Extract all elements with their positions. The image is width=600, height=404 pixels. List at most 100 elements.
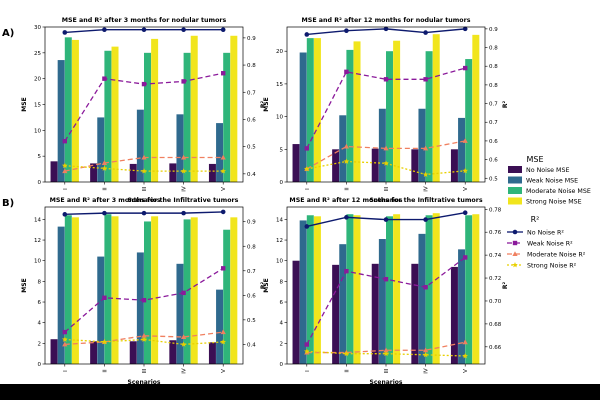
r2-point — [101, 338, 108, 345]
chart-title: MSE and R² after 12 months for the Infil… — [289, 197, 482, 204]
y-tick-label: 30 — [34, 25, 41, 31]
r2-point — [304, 224, 310, 229]
y-tick-label: 4 — [38, 321, 42, 327]
x-axis-label: Scenarios — [128, 379, 161, 386]
bar-moderate-noise-mse-V — [465, 215, 473, 364]
x-tick-label: II — [102, 369, 108, 373]
r2-point — [62, 329, 67, 335]
bar-moderate-noise-mse-IV — [425, 51, 433, 183]
y-tick-label: 6 — [280, 300, 284, 306]
bar-moderate-noise-mse-II — [346, 214, 354, 364]
y-tick-label: 10 — [34, 259, 41, 265]
bar-moderate-noise-mse-I — [64, 215, 72, 364]
bar-no-noise-mse-IV — [169, 163, 177, 182]
bar-no-noise-mse-V — [208, 163, 216, 182]
x-axis-label: Scenarios — [370, 379, 403, 386]
bar-moderate-noise-mse-II — [346, 49, 354, 182]
bar-strong-noise-mse-III — [393, 40, 401, 183]
r2-point — [221, 71, 226, 76]
r2-point — [141, 336, 147, 342]
r2-point — [221, 266, 226, 271]
bar-no-noise-mse-IV — [411, 149, 419, 182]
y-tick-label: 25 — [34, 51, 41, 57]
y-tick-label: 12 — [34, 238, 41, 244]
y2-tick-label: 0.5 — [247, 318, 256, 324]
legend-mse-entry: Weak Noise MSE — [526, 178, 578, 185]
y-tick-label: 8 — [280, 279, 284, 285]
x-axis-label: Scenarios — [128, 197, 161, 204]
bar-no-noise-mse-II — [332, 264, 340, 364]
y2-tick-label: 0.8 — [489, 64, 498, 70]
x-tick-label: IV — [182, 368, 188, 374]
y-tick-label: 0 — [280, 362, 284, 368]
r2-point — [102, 295, 107, 300]
legend-r2-marker — [512, 240, 518, 246]
legend-mse-swatch — [508, 166, 522, 173]
r2-point — [344, 268, 349, 274]
legend-r2-entry: Moderate Noise R² — [527, 251, 586, 258]
r2-point — [180, 168, 187, 174]
x-tick-label: I — [63, 370, 69, 372]
y-tick-label: 0 — [280, 180, 284, 186]
legend-r2-entry: Weak Noise R² — [527, 240, 573, 247]
r2-point — [141, 27, 147, 33]
y2-tick-label: 0.6 — [489, 158, 498, 164]
bar-weak-noise-mse-V — [216, 123, 224, 182]
y2-axis-label: R² — [260, 101, 267, 109]
r2-point — [422, 351, 429, 358]
bar-moderate-noise-mse-IV — [425, 215, 433, 364]
r2-point — [102, 210, 107, 216]
r2-point — [220, 329, 226, 335]
bar-no-noise-mse-V — [208, 342, 216, 364]
bar-moderate-noise-mse-III — [386, 51, 393, 183]
r2-point — [383, 160, 389, 166]
x-tick-label: I — [305, 188, 311, 190]
x-tick-label: IV — [182, 186, 188, 192]
r2-point — [383, 145, 389, 151]
r2-point — [463, 65, 468, 71]
y-tick-label: 6 — [38, 300, 42, 306]
bar-moderate-noise-mse-II — [104, 214, 112, 364]
y-tick-label: 2 — [38, 341, 42, 347]
r2-point — [62, 168, 68, 174]
y2-tick-label: 0.74 — [489, 253, 502, 259]
y-tick-label: 10 — [34, 128, 41, 134]
r2-point — [180, 341, 187, 347]
bar-strong-noise-mse-III — [393, 214, 401, 364]
r2-point — [220, 27, 226, 33]
y2-axis-label: R² — [502, 282, 509, 290]
r2-point — [220, 338, 227, 345]
bar-moderate-noise-mse-IV — [183, 52, 191, 182]
r2-line-strong-noise-r- — [64, 338, 224, 346]
bar-weak-noise-mse-IV — [418, 108, 426, 182]
legend-r2-entry: Strong Noise R² — [527, 262, 577, 269]
bar-strong-noise-mse-III — [151, 216, 159, 364]
y2-tick-label: 0.66 — [489, 345, 502, 351]
bar-moderate-noise-mse-III — [144, 52, 151, 182]
r2-line-moderate-noise-r- — [306, 341, 466, 354]
y-tick-label: 10 — [276, 115, 283, 121]
bar-no-noise-mse-II — [90, 163, 98, 182]
bar-moderate-noise-mse-I — [64, 37, 72, 182]
r2-point — [304, 32, 310, 37]
bar-strong-noise-mse-V — [472, 34, 480, 182]
chart-title: MSE and R² after 3 months for the Infilt… — [50, 197, 239, 204]
bar-weak-noise-mse-I — [299, 52, 307, 183]
r2-point — [343, 143, 349, 149]
bar-strong-noise-mse-V — [230, 35, 238, 182]
bar-strong-noise-mse-II — [353, 215, 361, 364]
x-tick-label: II — [344, 369, 350, 373]
r2-point — [62, 139, 67, 144]
bar-weak-noise-mse-IV — [176, 114, 184, 182]
bar-strong-noise-mse-I — [71, 217, 79, 364]
bar-no-noise-mse-III — [129, 341, 137, 364]
y-tick-label: 8 — [38, 279, 42, 285]
bar-no-noise-mse-I — [50, 339, 58, 364]
r2-point — [423, 285, 428, 290]
y2-tick-label: 0.4 — [247, 342, 256, 348]
y-axis-label: MSE — [21, 97, 28, 111]
r2-point — [181, 79, 186, 84]
r2-point — [61, 336, 68, 342]
bar-moderate-noise-mse-III — [386, 216, 393, 364]
bar-no-noise-mse-V — [450, 266, 458, 364]
